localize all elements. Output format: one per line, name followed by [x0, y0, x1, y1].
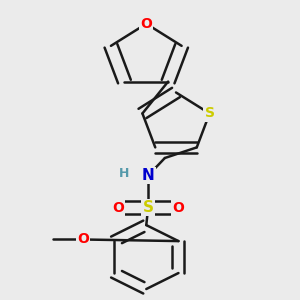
Text: O: O [77, 232, 89, 247]
Text: S: S [205, 106, 214, 121]
Text: O: O [172, 200, 184, 214]
Text: O: O [140, 17, 152, 31]
Text: O: O [112, 200, 124, 214]
Text: N: N [142, 168, 155, 183]
Text: H: H [119, 167, 129, 181]
Text: S: S [142, 200, 154, 215]
